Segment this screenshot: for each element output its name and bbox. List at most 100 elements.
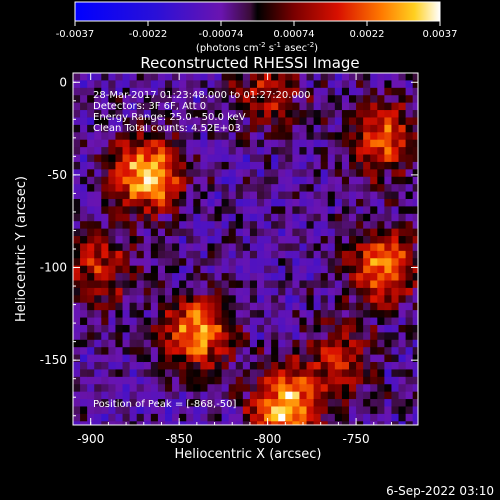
peak-annotation: Position of Peak = [-868,-50] — [93, 399, 237, 410]
heatmap-cell — [214, 139, 223, 148]
heatmap-cell — [108, 265, 116, 274]
heatmap-cell — [384, 369, 392, 378]
heatmap-cell — [271, 384, 279, 393]
heatmap-cell — [391, 169, 400, 178]
heatmap-cell — [398, 80, 407, 89]
heatmap-cell — [115, 391, 124, 400]
heatmap-cell — [87, 265, 95, 274]
heatmap-cell — [299, 376, 308, 385]
heatmap-cell — [165, 376, 173, 385]
heatmap-cell — [129, 250, 138, 259]
heatmap-cell — [363, 80, 371, 89]
heatmap-cell — [320, 147, 329, 156]
heatmap-cell — [157, 347, 166, 356]
heatmap-cell — [327, 391, 336, 400]
heatmap-cell — [193, 139, 201, 148]
heatmap-cell — [264, 413, 272, 422]
heatmap-cell — [278, 339, 286, 348]
heatmap-cell — [278, 399, 286, 407]
heatmap-cell — [285, 198, 293, 207]
heatmap-cell — [412, 362, 418, 370]
heatmap-cell — [221, 406, 230, 415]
heatmap-cell — [136, 87, 145, 96]
heatmap-image — [73, 73, 418, 425]
heatmap-cell — [136, 198, 145, 207]
heatmap-cell — [214, 384, 223, 393]
heatmap-cell — [341, 117, 350, 126]
heatmap-cell — [349, 243, 357, 252]
heatmap-cell — [391, 258, 400, 267]
heatmap-cell — [143, 354, 152, 363]
heatmap-cell — [377, 110, 385, 118]
heatmap-cell — [94, 421, 102, 425]
heatmap-cell — [165, 117, 173, 126]
heatmap-cell — [115, 384, 124, 393]
heatmap-cell — [235, 339, 244, 348]
heatmap-cell — [242, 406, 251, 415]
heatmap-cell — [101, 213, 109, 222]
heatmap-cell — [101, 317, 109, 326]
heatmap-cell — [412, 339, 418, 348]
heatmap-cell — [150, 406, 159, 415]
heatmap-cell — [179, 221, 187, 230]
heatmap-cell — [221, 80, 230, 89]
heatmap-cell — [101, 243, 109, 252]
heatmap-cell — [334, 117, 343, 126]
heatmap-cell — [356, 124, 364, 133]
heatmap-cell — [356, 213, 364, 222]
heatmap-cell — [249, 324, 258, 333]
heatmap-cell — [334, 391, 343, 400]
heatmap-cell — [122, 258, 131, 267]
heatmap-cell — [136, 147, 145, 156]
heatmap-cell — [186, 406, 194, 415]
heatmap-cell — [179, 184, 187, 193]
heatmap-cell — [271, 184, 279, 193]
heatmap-cell — [80, 110, 88, 118]
heatmap-cell — [73, 324, 81, 333]
heatmap-cell — [143, 110, 152, 118]
heatmap-cell — [214, 391, 223, 400]
heatmap-cell — [73, 147, 81, 156]
heatmap-cell — [143, 80, 152, 89]
heatmap-cell — [242, 73, 251, 81]
heatmap-cell — [165, 198, 173, 207]
heatmap-cell — [136, 117, 145, 126]
heatmap-cell — [363, 339, 371, 348]
heatmap-cell — [257, 391, 265, 400]
heatmap-cell — [186, 95, 194, 104]
heatmap-cell — [278, 139, 286, 148]
heatmap-cell — [94, 280, 102, 289]
heatmap-cell — [186, 384, 194, 393]
heatmap-cell — [136, 110, 145, 118]
heatmap-cell — [398, 317, 407, 326]
heatmap-cell — [306, 169, 315, 178]
heatmap-cell — [398, 399, 407, 407]
heatmap-cell — [122, 169, 131, 178]
heatmap-cell — [299, 102, 308, 111]
heatmap-cell — [249, 406, 258, 415]
heatmap-cell — [157, 354, 166, 363]
heatmap-cell — [405, 280, 414, 289]
heatmap-cell — [412, 258, 418, 267]
heatmap-cell — [200, 287, 208, 296]
heatmap-cell — [391, 347, 400, 356]
heatmap-cell — [370, 154, 378, 163]
heatmap-cell — [264, 124, 272, 133]
heatmap-cell — [257, 206, 265, 215]
heatmap-cell — [80, 421, 88, 425]
heatmap-cell — [313, 250, 322, 259]
heatmap-cell — [278, 169, 286, 178]
heatmap-cell — [129, 117, 138, 126]
heatmap-cell — [108, 421, 116, 425]
heatmap-cell — [398, 287, 407, 296]
heatmap-cell — [214, 399, 223, 407]
heatmap-cell — [108, 258, 116, 267]
heatmap-cell — [313, 80, 322, 89]
heatmap-cell — [108, 198, 116, 207]
heatmap-cell — [108, 154, 116, 163]
heatmap-cell — [228, 391, 237, 400]
heatmap-cell — [292, 369, 300, 378]
heatmap-cell — [101, 161, 109, 170]
heatmap-cell — [313, 354, 322, 363]
heatmap-cell — [249, 95, 258, 104]
